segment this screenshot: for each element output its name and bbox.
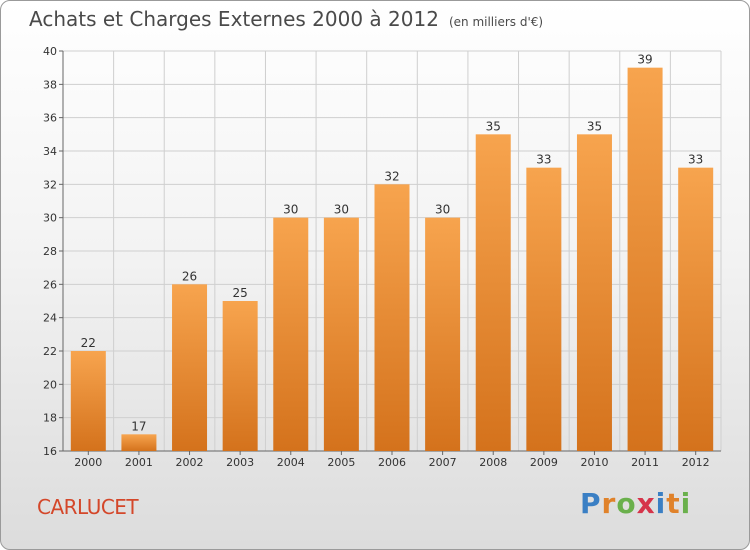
- bar: [273, 217, 309, 451]
- bar-value-label: 35: [486, 119, 501, 133]
- bars: [70, 67, 714, 452]
- y-tick-label: 30: [43, 212, 57, 225]
- chart-title: Achats et Charges Externes 2000 à 2012 (e…: [29, 7, 543, 31]
- x-tick-label: 2005: [327, 456, 355, 469]
- bar-value-label: 30: [435, 203, 450, 217]
- chart-title-text: Achats et Charges Externes 2000 à 2012: [29, 7, 439, 31]
- commune-name: CARLUCET: [37, 495, 139, 519]
- x-tick-label: 2003: [226, 456, 254, 469]
- y-tick-label: 36: [43, 112, 57, 125]
- logo-letter: r: [601, 487, 617, 520]
- y-tick-label: 26: [43, 278, 57, 291]
- y-tick-label: 22: [43, 345, 57, 358]
- bar-value-label: 39: [637, 53, 652, 67]
- x-tick-label: 2007: [429, 456, 457, 469]
- y-tick-label: 32: [43, 178, 57, 191]
- y-tick-label: 40: [43, 45, 57, 58]
- bar-value-label: 35: [587, 119, 602, 133]
- chart-subtitle: (en milliers d'€): [448, 15, 544, 29]
- x-tick-label: 2012: [682, 456, 710, 469]
- bar: [121, 434, 157, 451]
- logo-letter: P: [580, 487, 602, 520]
- x-tick-label: 2004: [277, 456, 305, 469]
- bar: [222, 301, 258, 451]
- x-tick-label: 2006: [378, 456, 406, 469]
- logo-letter: i: [655, 487, 667, 520]
- x-tick-label: 2001: [125, 456, 153, 469]
- bar-value-label: 33: [688, 153, 703, 167]
- bar: [323, 217, 359, 451]
- labels: 16 18 20 22 24 26 28 30 32 34 36 38 40 22 2000 17 2001 26…: [43, 45, 710, 469]
- proxiti-logo: Proxiti: [580, 487, 691, 520]
- bar: [678, 167, 714, 451]
- bar: [576, 134, 612, 452]
- bar-value-label: 30: [283, 203, 298, 217]
- bar: [475, 134, 511, 452]
- bar: [425, 217, 461, 451]
- y-tick-label: 34: [43, 145, 57, 158]
- logo-letter: o: [616, 487, 637, 520]
- y-tick-label: 24: [43, 312, 57, 325]
- y-tick-label: 38: [43, 78, 57, 91]
- bar-value-label: 33: [536, 153, 551, 167]
- logo-letter: i: [680, 487, 692, 520]
- x-tick-label: 2010: [580, 456, 608, 469]
- bar-value-label: 22: [81, 336, 96, 350]
- y-tick-label: 20: [43, 378, 57, 391]
- x-tick-label: 2011: [631, 456, 659, 469]
- bar: [627, 67, 663, 452]
- bar-value-label: 32: [384, 169, 399, 183]
- bar: [526, 167, 562, 451]
- y-tick-label: 16: [43, 445, 57, 458]
- bar: [70, 351, 106, 451]
- bar: [374, 184, 410, 452]
- bar-value-label: 17: [131, 419, 146, 433]
- bar: [172, 284, 208, 451]
- y-tick-label: 28: [43, 245, 57, 258]
- x-tick-label: 2009: [530, 456, 558, 469]
- y-tick-label: 18: [43, 412, 57, 425]
- x-tick-label: 2002: [176, 456, 204, 469]
- bar-value-label: 25: [233, 286, 248, 300]
- bar-value-label: 26: [182, 269, 197, 283]
- bar-value-label: 30: [334, 203, 349, 217]
- logo-letter: t: [666, 487, 681, 520]
- logo-letter: x: [636, 487, 656, 520]
- x-tick-label: 2000: [74, 456, 102, 469]
- x-tick-label: 2008: [479, 456, 507, 469]
